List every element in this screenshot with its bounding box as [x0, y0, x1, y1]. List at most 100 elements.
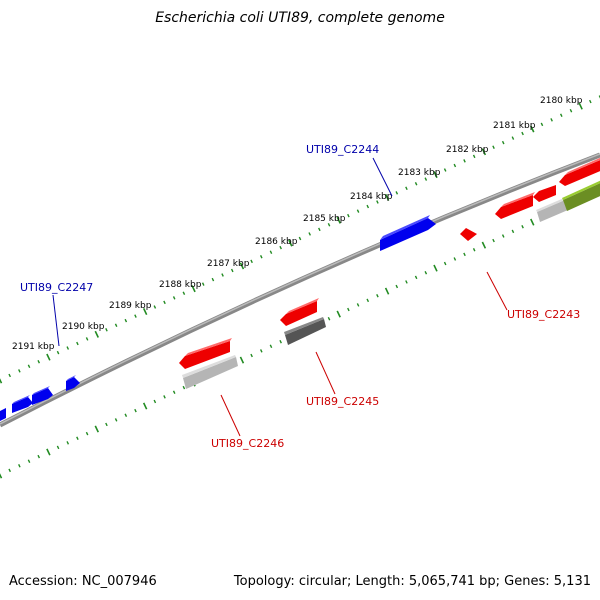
inner-major-tick [433, 264, 438, 272]
outer-minor-tick [366, 204, 370, 209]
outer-major-tick [288, 239, 293, 247]
inner-minor-tick [37, 454, 41, 459]
outer-major-tick [0, 378, 3, 384]
outer-minor-tick [259, 255, 263, 259]
gene-red-5[interactable] [495, 192, 535, 219]
inner-minor-tick [347, 307, 350, 312]
inner-minor-tick [27, 459, 31, 463]
outer-minor-tick [114, 323, 118, 327]
inner-minor-tick [18, 464, 21, 468]
outer-major-tick [530, 125, 535, 133]
outer-minor-tick [472, 154, 476, 159]
gene-blue-3[interactable] [32, 386, 53, 405]
outer-minor-tick [211, 277, 215, 282]
gene-red-6[interactable] [533, 185, 556, 202]
feature-gray-1[interactable] [182, 355, 238, 389]
outer-minor-tick [308, 232, 311, 236]
outer-major-tick [578, 102, 583, 110]
feature-layer [0, 157, 600, 422]
tick-label: 2184 kbp [350, 192, 393, 202]
outer-minor-tick [414, 181, 418, 186]
map-title: Escherichia coli UTI89, complete genome [155, 10, 445, 26]
inner-minor-tick [66, 441, 70, 445]
inner-major-tick [142, 402, 148, 410]
tick-label: 2187 kbp [207, 259, 250, 269]
outer-minor-tick [182, 291, 186, 296]
outer-minor-tick [453, 163, 457, 168]
feature-dark-1[interactable] [284, 317, 326, 345]
inner-major-tick [239, 356, 245, 364]
gene-utc2246[interactable] [179, 338, 232, 369]
outer-major-tick [191, 285, 196, 293]
inner-minor-tick [250, 353, 253, 358]
inner-minor-tick [114, 418, 118, 422]
inner-minor-tick [327, 316, 331, 321]
outer-minor-tick [76, 341, 79, 346]
outer-minor-tick [405, 186, 408, 191]
outer-minor-tick [356, 209, 360, 213]
inner-major-tick [46, 448, 51, 456]
outer-minor-tick [56, 350, 60, 355]
outer-minor-tick [163, 300, 166, 305]
inner-major-tick [94, 425, 99, 433]
inner-minor-tick [453, 257, 457, 261]
inner-minor-tick [366, 298, 370, 303]
outer-minor-tick [85, 337, 89, 341]
outer-minor-tick [589, 99, 592, 104]
inner-major-tick [0, 473, 3, 479]
outer-minor-tick [318, 227, 321, 232]
tick-label: 2186 kbp [255, 237, 298, 247]
inner-minor-tick [182, 385, 186, 390]
outer-minor-tick [66, 346, 70, 350]
gene-utc2243[interactable] [460, 228, 477, 241]
outer-major-tick [336, 216, 341, 224]
gene-utc2245[interactable] [280, 298, 319, 326]
inner-minor-tick [85, 431, 89, 436]
tick-label: 2182 kbp [446, 145, 489, 155]
inner-minor-tick [405, 280, 408, 284]
inner-minor-tick [376, 293, 379, 298]
feature-olive-1[interactable] [562, 179, 600, 211]
outer-minor-tick [521, 131, 524, 136]
outer-minor-tick [221, 273, 224, 277]
inner-minor-tick [153, 399, 157, 404]
outer-major-tick [142, 308, 148, 316]
feature-gray-2[interactable] [536, 198, 568, 222]
outer-minor-tick [550, 118, 553, 122]
leader-line-utc2246 [220, 394, 241, 437]
tick-label: 2181 kbp [493, 121, 536, 131]
outer-minor-tick [492, 145, 495, 149]
outer-minor-tick [8, 373, 11, 378]
tick-label: 2183 kbp [398, 168, 441, 178]
inner-minor-tick [172, 390, 176, 395]
gene-red-7[interactable] [559, 157, 600, 186]
outer-minor-tick [27, 364, 31, 369]
outer-minor-tick [443, 168, 447, 172]
outer-major-tick [384, 193, 390, 201]
gene-utc2247-block-1[interactable] [0, 408, 6, 422]
genome-backbone [0, 152, 600, 428]
tick-label: 2185 kbp [303, 214, 346, 224]
outer-minor-tick [395, 191, 399, 195]
inner-minor-tick [8, 468, 11, 473]
outer-minor-tick [279, 245, 282, 250]
leader-line-utc2245 [315, 351, 336, 395]
gene-blue-2[interactable] [12, 395, 33, 413]
inner-major-tick [481, 241, 487, 249]
gene-utc2244[interactable] [380, 215, 436, 251]
inner-minor-tick [134, 408, 137, 413]
outer-minor-tick [559, 113, 563, 118]
gene-blue-4[interactable] [66, 375, 80, 391]
outer-minor-tick [18, 369, 21, 373]
gene-label-utc2243: UTI89_C2243 [507, 308, 580, 321]
outer-major-tick [239, 262, 245, 270]
inner-minor-tick [279, 339, 282, 344]
outer-minor-tick [134, 314, 137, 318]
inner-major-tick [530, 218, 535, 226]
outer-minor-tick [327, 223, 331, 227]
gene-label-utc2244: UTI89_C2244 [306, 143, 379, 156]
outer-major-tick [46, 353, 51, 361]
outer-minor-tick [201, 282, 205, 286]
outer-minor-tick [298, 236, 302, 241]
